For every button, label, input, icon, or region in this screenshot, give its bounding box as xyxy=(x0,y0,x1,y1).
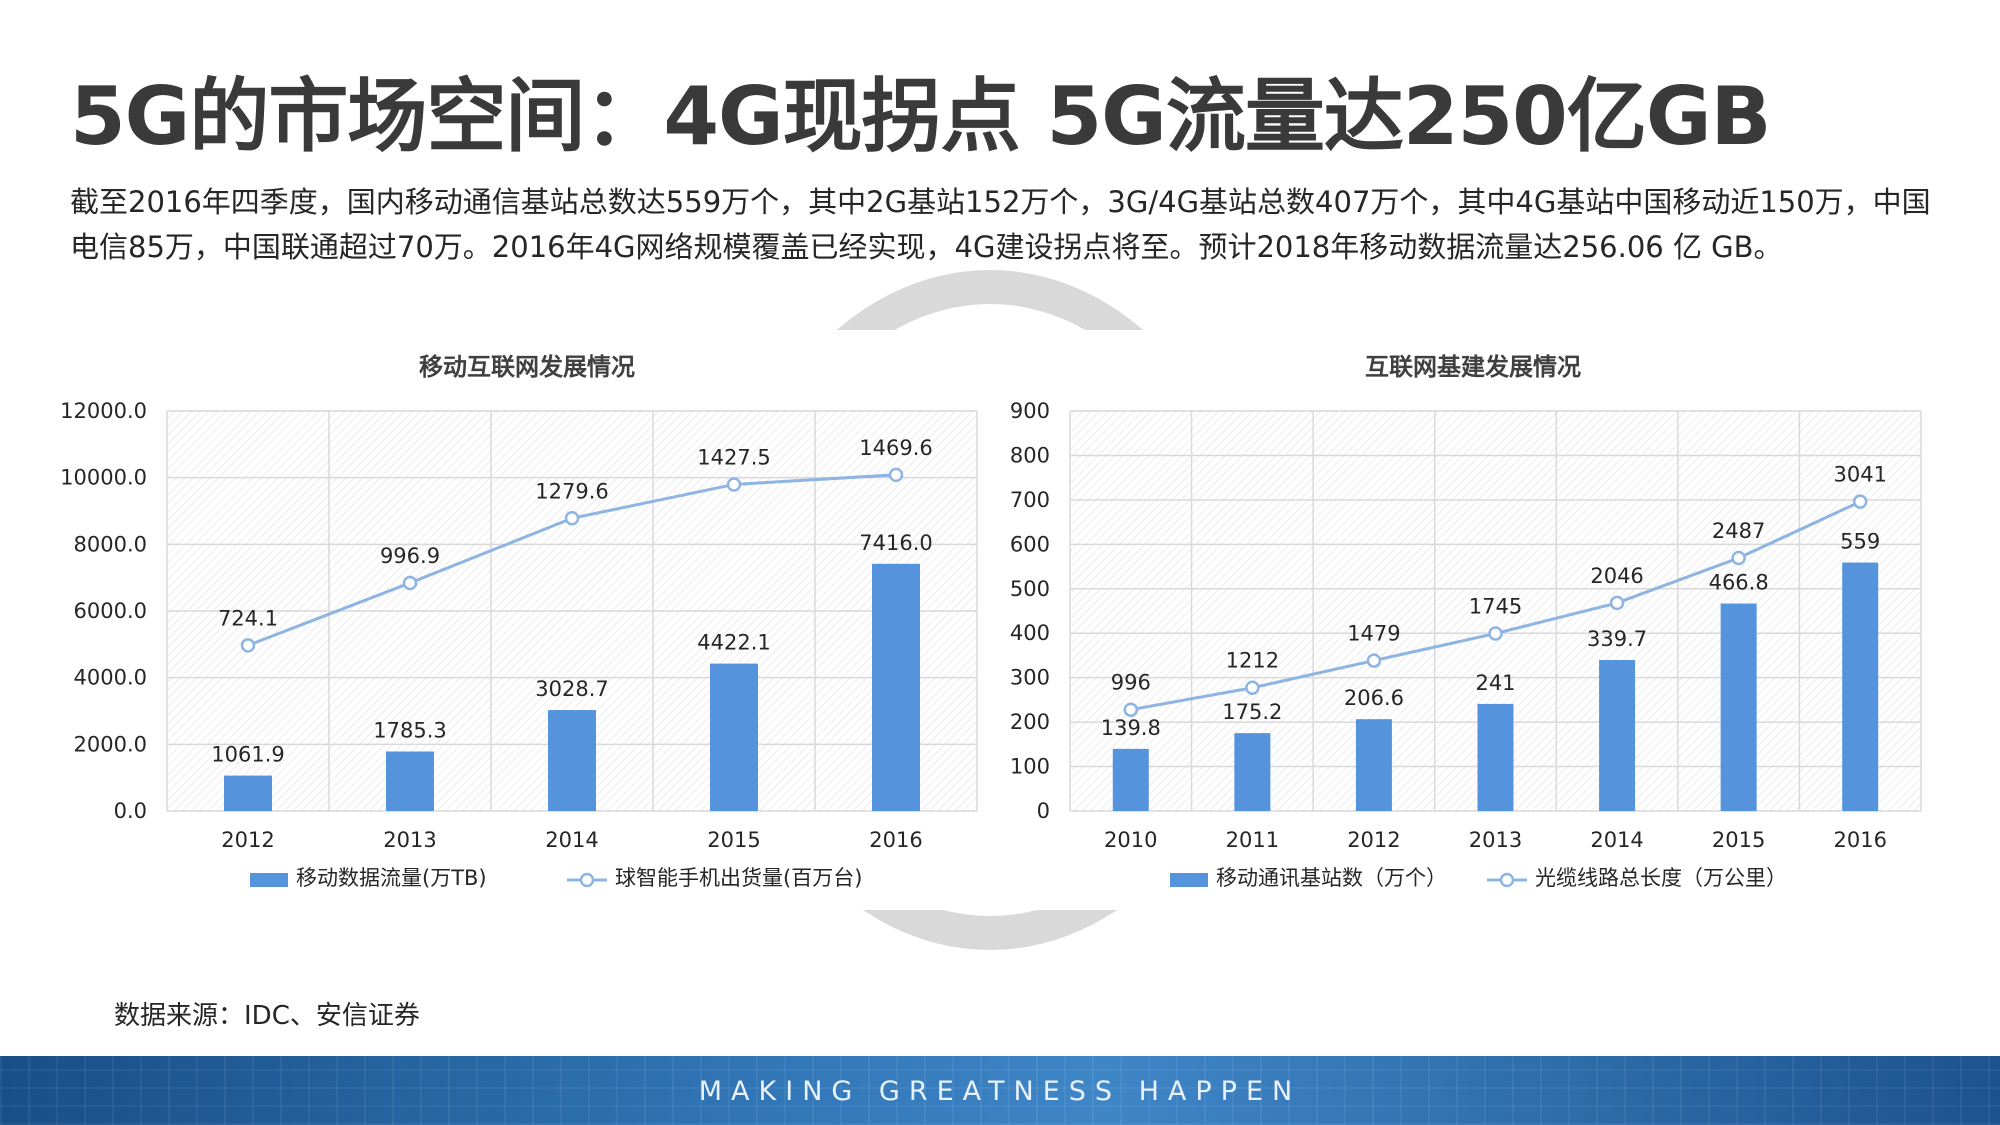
footer-banner: MAKING GREATNESS HAPPEN xyxy=(0,1056,2000,1125)
bar xyxy=(1112,748,1149,811)
line-data-label: 1427.5 xyxy=(697,445,770,469)
x-tick-label: 2013 xyxy=(383,828,436,852)
bar xyxy=(1355,719,1392,811)
y-tick-label: 0 xyxy=(1037,799,1050,823)
bar-data-label: 1061.9 xyxy=(211,743,284,767)
bar-data-label: 4422.1 xyxy=(697,631,770,655)
chart-internet-infrastructure: 互联网基建发展情况 0 100 200 300 400 500 600 700 800 900 201… xyxy=(1010,353,1922,890)
bar-data-label: 1785.3 xyxy=(373,718,446,742)
x-tick-label: 2016 xyxy=(869,828,922,852)
line-point xyxy=(1852,494,1868,509)
line-data-label: 1469.6 xyxy=(859,436,932,460)
bar-data-label: 3028.7 xyxy=(535,677,608,701)
bar xyxy=(1720,603,1757,811)
x-tick-label: 2014 xyxy=(1590,828,1643,852)
y-tick-label: 300 xyxy=(1010,666,1050,690)
line-point xyxy=(564,511,580,526)
y-tick-label: 500 xyxy=(1010,577,1050,601)
legend-line-label: 光缆线路总长度（万公里） xyxy=(1535,866,1787,890)
x-tick-label: 2012 xyxy=(221,828,274,852)
line-point xyxy=(1366,653,1382,668)
y-tick-label: 200 xyxy=(1010,710,1050,734)
x-tick-label: 2015 xyxy=(1712,828,1765,852)
bar xyxy=(710,663,758,811)
line-point xyxy=(888,467,904,483)
line-data-label: 996.9 xyxy=(380,544,440,568)
charts-canvas: 移动互联网发展情况0.02000.04000.06000.08000.01000… xyxy=(60,353,1922,890)
legend-bar-label: 移动数据流量(万TB) xyxy=(296,866,487,890)
line-data-label: 996 xyxy=(1111,671,1151,695)
y-tick-label: 4000.0 xyxy=(74,666,147,690)
line-point xyxy=(1731,550,1746,566)
y-tick-label: 12000.0 xyxy=(60,399,147,423)
y-tick-label: 2000.0 xyxy=(74,732,147,756)
y-tick-label: 600 xyxy=(1010,532,1050,556)
data-source-note: 数据来源：IDC、安信证券 xyxy=(114,1001,420,1031)
y-tick-label: 800 xyxy=(1010,443,1050,467)
x-tick-label: 2011 xyxy=(1226,828,1279,852)
footer-slogan: MAKING GREATNESS HAPPEN xyxy=(698,1076,1302,1107)
bar xyxy=(1234,733,1271,811)
page-title: 5G的市场空间：4G现拐点 5G流量达250亿GB xyxy=(70,70,1771,163)
chart-mobile-internet: 移动互联网发展情况 0.0 2000.0 4000.0 6000.0 8000.0 1000… xyxy=(60,353,978,890)
chart-title: 移动互联网发展情况 xyxy=(419,353,635,381)
bar-data-label: 241 xyxy=(1475,671,1515,695)
x-tick-label: 2012 xyxy=(1347,828,1400,852)
bar-data-label: 7416.0 xyxy=(859,531,932,555)
line-point xyxy=(402,575,418,591)
y-tick-label: 6000.0 xyxy=(74,599,147,623)
bar-data-label: 206.6 xyxy=(1344,686,1404,710)
legend-bar-swatch xyxy=(250,873,288,887)
legend-line-marker xyxy=(579,872,595,888)
bar-data-label: 559 xyxy=(1840,530,1880,554)
bar-data-label: 466.8 xyxy=(1709,571,1769,595)
y-tick-label: 0.0 xyxy=(114,799,147,823)
bar xyxy=(224,775,272,811)
x-tick-label: 2010 xyxy=(1104,828,1157,852)
line-data-label: 2046 xyxy=(1590,564,1643,588)
line-point xyxy=(1123,702,1139,717)
y-tick-label: 400 xyxy=(1010,621,1050,645)
bar-data-label: 175.2 xyxy=(1222,700,1282,724)
y-tick-label: 10000.0 xyxy=(60,466,147,490)
bar xyxy=(872,563,920,811)
y-tick-label: 900 xyxy=(1010,399,1050,423)
legend-line-label: 球智能手机出货量(百万台) xyxy=(615,866,862,890)
legend-bar-swatch xyxy=(1170,873,1208,887)
y-tick-label: 8000.0 xyxy=(74,532,147,556)
bar-data-label: 139.8 xyxy=(1101,716,1161,740)
line-point xyxy=(1245,680,1260,695)
x-tick-label: 2016 xyxy=(1833,828,1886,852)
line-point xyxy=(1609,595,1625,611)
line-point xyxy=(240,638,256,653)
line-point xyxy=(726,477,742,492)
line-data-label: 724.1 xyxy=(218,606,278,630)
bar xyxy=(548,710,596,811)
line-data-label: 1279.6 xyxy=(535,479,608,503)
line-data-label: 1745 xyxy=(1469,595,1522,619)
line-data-label: 2487 xyxy=(1712,519,1765,543)
legend-bar-label: 移动通讯基站数（万个） xyxy=(1216,866,1447,890)
x-tick-label: 2015 xyxy=(707,828,760,852)
bar-data-label: 339.7 xyxy=(1587,627,1647,651)
legend-line-marker xyxy=(1499,872,1515,888)
line-point xyxy=(1488,626,1503,641)
bar xyxy=(1842,562,1879,811)
line-data-label: 1479 xyxy=(1347,622,1400,646)
y-tick-label: 100 xyxy=(1010,755,1050,779)
bar xyxy=(386,751,434,811)
page-description: 截至2016年四季度，国内移动通信基站总数达559万个，其中2G基站152万个，… xyxy=(70,185,1931,264)
x-tick-label: 2013 xyxy=(1469,828,1522,852)
x-tick-label: 2014 xyxy=(545,828,598,852)
y-tick-label: 700 xyxy=(1010,488,1050,512)
chart-title: 互联网基建发展情况 xyxy=(1365,353,1581,381)
bar xyxy=(1477,703,1514,811)
line-data-label: 3041 xyxy=(1833,463,1886,487)
line-data-label: 1212 xyxy=(1226,649,1279,673)
bar xyxy=(1599,660,1636,811)
